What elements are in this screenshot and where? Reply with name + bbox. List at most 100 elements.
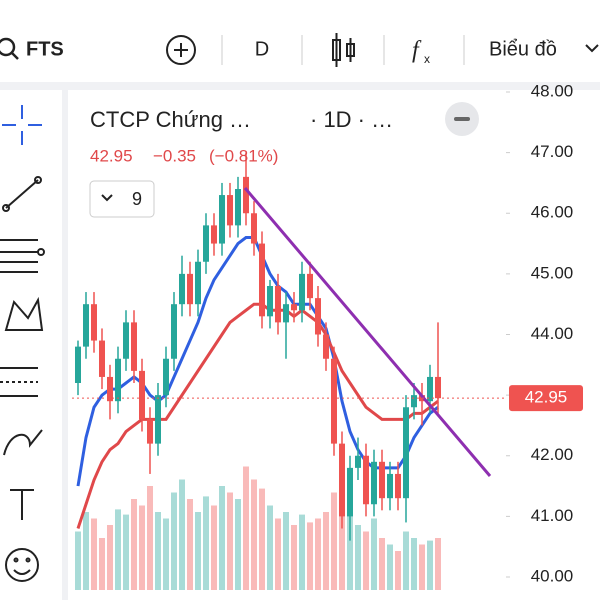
volume-bar [371, 518, 377, 590]
candle-body [379, 461, 385, 499]
volume-bar [179, 479, 185, 590]
volume-bar [75, 531, 81, 590]
candle-body [139, 370, 145, 420]
symbol[interactable]: FTS [26, 38, 64, 60]
volume-bar [219, 486, 225, 590]
tool-panel [0, 105, 45, 582]
search-icon[interactable] [0, 37, 16, 57]
candle-type-icon[interactable] [332, 33, 355, 67]
candle-body [115, 358, 121, 402]
pattern-tool[interactable] [4, 296, 44, 331]
candle-body [155, 395, 161, 444]
candle-body [283, 304, 289, 323]
candle-body [267, 286, 273, 317]
text-tool[interactable] [10, 489, 34, 520]
moving-average [76, 302, 439, 529]
candle-body [243, 176, 249, 214]
candle-body [187, 273, 193, 305]
volume-bar [91, 518, 97, 590]
candle-body [195, 261, 201, 305]
candle-body [91, 304, 97, 341]
candle-body [235, 189, 241, 226]
candle-body [203, 225, 209, 262]
candle-body [299, 273, 305, 311]
trend-line[interactable] [243, 187, 492, 477]
volume-bar [195, 512, 201, 590]
y-tick-label: 42.00 [531, 445, 574, 464]
candle-body [147, 419, 153, 444]
volume-bar [211, 505, 217, 590]
candle-body [307, 273, 313, 299]
volume-bar [267, 505, 273, 590]
interval[interactable]: D [255, 38, 269, 60]
change-pct: (−0.81%) [209, 146, 278, 165]
line-tool[interactable] [2, 176, 42, 212]
candle-body [371, 461, 377, 505]
candle-body [179, 273, 185, 305]
volume-bar [387, 544, 393, 590]
volume-bar [203, 496, 209, 590]
chart-type[interactable]: Biểu đồ [489, 38, 557, 60]
volume-bar [235, 499, 241, 590]
volume-bar [363, 531, 369, 590]
last-price: 42.95 [90, 146, 133, 165]
indicator-icon[interactable]: f [412, 38, 422, 64]
candle-body [323, 334, 329, 359]
candle-body [355, 455, 361, 468]
brush-tool[interactable] [3, 429, 43, 456]
volume-bar [291, 525, 297, 590]
svg-text:x: x [424, 52, 430, 66]
volume-bar [83, 512, 89, 590]
volume-bar [395, 551, 401, 590]
candle-body [411, 395, 417, 408]
add-button[interactable] [166, 35, 196, 65]
volume-bar [139, 505, 145, 590]
candle-body [171, 304, 177, 359]
volume-bar [427, 540, 433, 590]
moving-average [76, 236, 439, 487]
volume-bar [147, 486, 153, 590]
fib-tool[interactable] [0, 239, 45, 273]
candle-body [275, 286, 281, 323]
candle-body [395, 473, 401, 499]
y-tick-label: 47.00 [531, 142, 574, 161]
volume-bar [307, 522, 313, 590]
volume-bar [227, 492, 233, 590]
candle-body [83, 304, 89, 347]
change: −0.35 [153, 146, 196, 165]
candle-body [291, 304, 297, 311]
candle-body [259, 243, 265, 317]
candle-body [363, 455, 369, 505]
price-label: 42.95 [525, 388, 568, 407]
volume-bar [379, 538, 385, 590]
y-tick-label: 44.00 [531, 324, 574, 343]
volume-bar [107, 525, 113, 590]
volume-bar [251, 479, 257, 590]
chart-subtitle: · 1D · … [310, 107, 393, 132]
volume-bar [411, 538, 417, 590]
candle-body [219, 195, 225, 244]
candle-body [331, 358, 337, 444]
prediction-tool[interactable] [0, 367, 38, 397]
volume-bar [435, 538, 441, 590]
volume-bar [123, 514, 129, 590]
volume-bar [323, 512, 329, 590]
candle-body [163, 358, 169, 396]
divider [0, 82, 600, 90]
price-label-box [509, 385, 583, 412]
crosshair-tool[interactable] [2, 105, 42, 145]
emoji-tool[interactable] [5, 548, 39, 582]
candle-body [315, 298, 321, 335]
volume-bar [99, 538, 105, 590]
divider [62, 90, 68, 600]
volume-bar [339, 473, 345, 590]
volume-bar [419, 544, 425, 590]
volume-bar [131, 499, 137, 590]
volume-bar [331, 492, 337, 590]
indicator-toggle[interactable] [89, 180, 155, 218]
candle-body [339, 443, 345, 517]
volume-bar [315, 518, 321, 590]
candle-body [435, 376, 441, 399]
candle-body [251, 213, 257, 244]
